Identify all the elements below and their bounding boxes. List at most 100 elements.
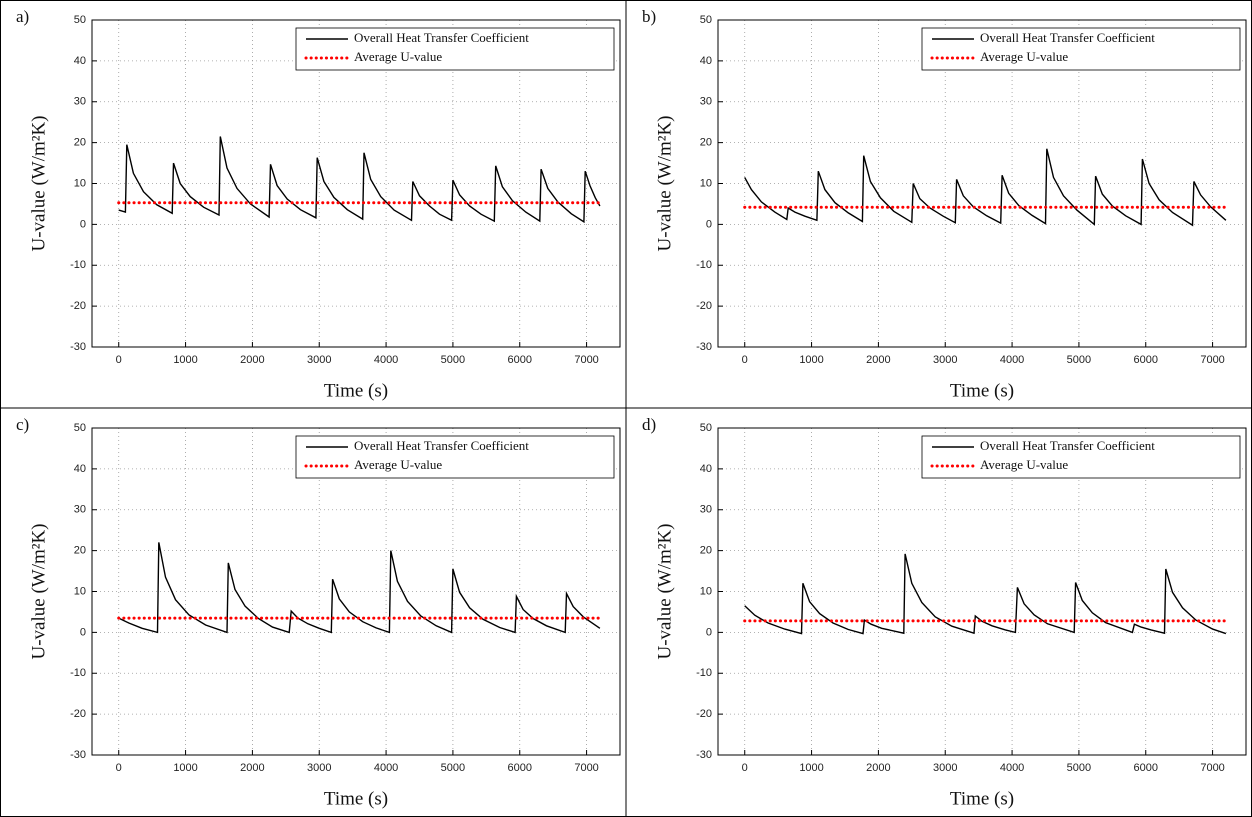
x-tick-label: 4000 bbox=[1000, 762, 1024, 774]
y-axis-label: U-value (W/m²K) bbox=[28, 115, 49, 251]
legend-label: Average U-value bbox=[980, 49, 1068, 64]
x-tick-label: 3000 bbox=[933, 762, 957, 774]
y-tick-label: -30 bbox=[696, 341, 712, 353]
plot-frame bbox=[717, 427, 1247, 756]
y-tick-label: 30 bbox=[700, 96, 712, 108]
y-tick-label: -30 bbox=[696, 749, 712, 761]
x-tick-label: 0 bbox=[116, 762, 122, 774]
legend-box bbox=[921, 435, 1241, 479]
legend-box bbox=[295, 435, 615, 479]
legend-box bbox=[921, 27, 1241, 71]
legend-label: Overall Heat Transfer Coefficient bbox=[980, 30, 1155, 45]
y-tick-label: -10 bbox=[696, 667, 712, 679]
x-tick-label: 7000 bbox=[574, 762, 598, 774]
series-line bbox=[118, 542, 601, 634]
y-tick-label: -20 bbox=[70, 708, 86, 720]
y-tick-label: 20 bbox=[74, 545, 86, 557]
x-axis-label: Time (s) bbox=[324, 788, 388, 809]
y-tick-label: 10 bbox=[74, 177, 86, 189]
x-tick-label: 2000 bbox=[866, 354, 890, 366]
y-tick-label: 0 bbox=[706, 626, 712, 638]
plot-frame bbox=[91, 19, 621, 348]
y-tick-label: 40 bbox=[74, 463, 86, 475]
y-tick-label: 50 bbox=[700, 14, 712, 26]
x-tick-label: 1000 bbox=[799, 354, 823, 366]
x-tick-label: 2000 bbox=[240, 762, 264, 774]
y-axis-label: U-value (W/m²K) bbox=[654, 115, 675, 251]
panel-label: b) bbox=[642, 7, 656, 26]
panel-label: a) bbox=[16, 7, 29, 26]
y-tick-label: 50 bbox=[74, 422, 86, 434]
legend-label: Overall Heat Transfer Coefficient bbox=[354, 30, 529, 45]
y-tick-label: 30 bbox=[700, 504, 712, 516]
panel-label: c) bbox=[16, 415, 29, 434]
y-tick-label: -10 bbox=[696, 259, 712, 271]
series-line bbox=[118, 136, 601, 224]
y-tick-label: -30 bbox=[70, 749, 86, 761]
x-tick-label: 0 bbox=[742, 762, 748, 774]
legend-box bbox=[295, 27, 615, 71]
series-line bbox=[744, 553, 1227, 635]
x-tick-label: 1000 bbox=[173, 354, 197, 366]
panel: -30 -20 -10 0 10 20 30 40 50 0 1000 2000 3000 4000 500… bbox=[16, 7, 621, 401]
x-tick-label: 5000 bbox=[1067, 762, 1091, 774]
x-tick-label: 2000 bbox=[866, 762, 890, 774]
legend-label: Overall Heat Transfer Coefficient bbox=[354, 438, 529, 453]
x-tick-label: 6000 bbox=[508, 354, 532, 366]
y-tick-label: 10 bbox=[700, 585, 712, 597]
y-tick-label: 40 bbox=[700, 55, 712, 67]
x-tick-label: 4000 bbox=[374, 354, 398, 366]
y-tick-label: 0 bbox=[706, 218, 712, 230]
x-tick-label: 5000 bbox=[1067, 354, 1091, 366]
x-tick-label: 3000 bbox=[933, 354, 957, 366]
x-axis-label: Time (s) bbox=[324, 380, 388, 401]
y-axis-label: U-value (W/m²K) bbox=[28, 523, 49, 659]
plot-frame bbox=[717, 19, 1247, 348]
x-tick-label: 4000 bbox=[374, 762, 398, 774]
panel-label: d) bbox=[642, 415, 656, 434]
x-tick-label: 0 bbox=[742, 354, 748, 366]
x-tick-label: 6000 bbox=[1134, 762, 1158, 774]
y-tick-label: 50 bbox=[700, 422, 712, 434]
y-tick-label: 0 bbox=[80, 626, 86, 638]
x-tick-label: 7000 bbox=[574, 354, 598, 366]
y-tick-label: 20 bbox=[700, 545, 712, 557]
x-tick-label: 3000 bbox=[307, 762, 331, 774]
panel: -30 -20 -10 0 10 20 30 40 50 0 1000 2000 3000 4000 500… bbox=[16, 415, 621, 809]
y-tick-label: 10 bbox=[700, 177, 712, 189]
x-tick-label: 2000 bbox=[240, 354, 264, 366]
x-tick-label: 5000 bbox=[441, 354, 465, 366]
panel: -30 -20 -10 0 10 20 30 40 50 0 1000 2000 3000 4000 500… bbox=[642, 7, 1247, 401]
y-tick-label: -20 bbox=[696, 300, 712, 312]
y-tick-label: -30 bbox=[70, 341, 86, 353]
x-axis-label: Time (s) bbox=[950, 380, 1014, 401]
y-tick-label: 30 bbox=[74, 504, 86, 516]
y-tick-label: -20 bbox=[70, 300, 86, 312]
y-tick-label: 10 bbox=[74, 585, 86, 597]
x-axis-label: Time (s) bbox=[950, 788, 1014, 809]
x-tick-label: 7000 bbox=[1200, 762, 1224, 774]
x-tick-label: 1000 bbox=[173, 762, 197, 774]
x-tick-label: 5000 bbox=[441, 762, 465, 774]
y-tick-label: 20 bbox=[74, 137, 86, 149]
x-tick-label: 1000 bbox=[799, 762, 823, 774]
y-axis-label: U-value (W/m²K) bbox=[654, 523, 675, 659]
plot-frame bbox=[91, 427, 621, 756]
x-tick-label: 7000 bbox=[1200, 354, 1224, 366]
legend-label: Average U-value bbox=[980, 457, 1068, 472]
y-tick-label: 0 bbox=[80, 218, 86, 230]
legend-label: Overall Heat Transfer Coefficient bbox=[980, 438, 1155, 453]
y-tick-label: 50 bbox=[74, 14, 86, 26]
x-tick-label: 0 bbox=[116, 354, 122, 366]
y-tick-label: 40 bbox=[74, 55, 86, 67]
x-tick-label: 4000 bbox=[1000, 354, 1024, 366]
legend-label: Average U-value bbox=[354, 457, 442, 472]
y-tick-label: 40 bbox=[700, 463, 712, 475]
x-tick-label: 6000 bbox=[508, 762, 532, 774]
legend-label: Average U-value bbox=[354, 49, 442, 64]
y-tick-label: 20 bbox=[700, 137, 712, 149]
x-tick-label: 3000 bbox=[307, 354, 331, 366]
y-tick-label: -10 bbox=[70, 259, 86, 271]
